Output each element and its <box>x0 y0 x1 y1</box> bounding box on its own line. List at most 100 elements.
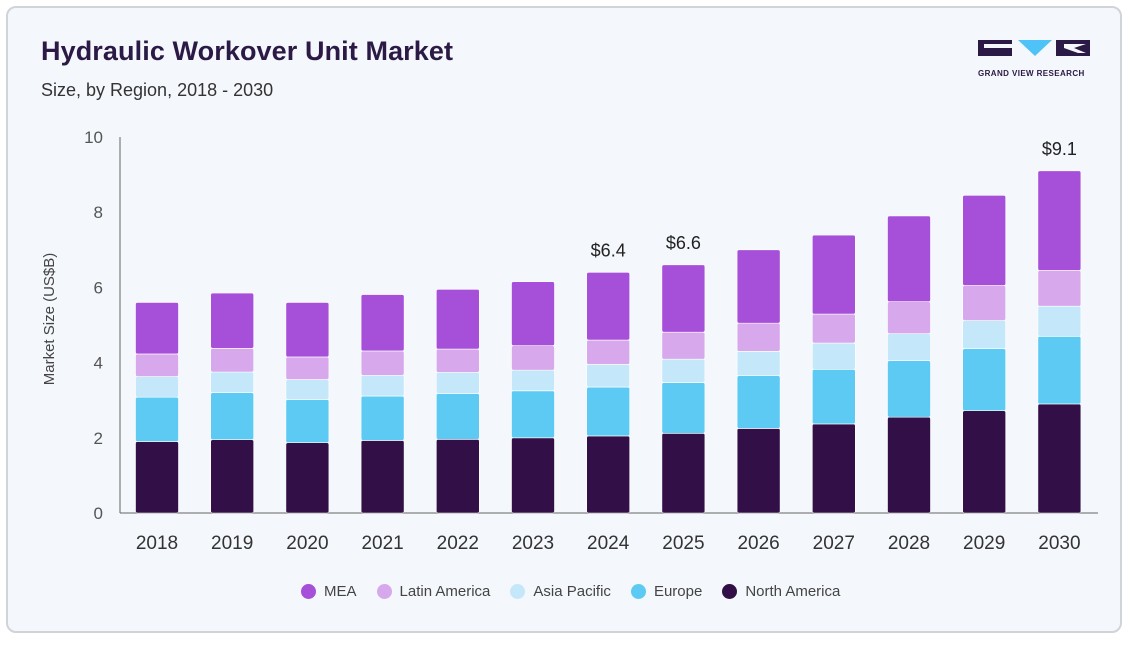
x-tick-label: 2025 <box>662 533 704 554</box>
bar-segment-europe <box>887 360 931 418</box>
bar-segment-asia-pacific <box>1037 305 1082 337</box>
bar-segment-latin-america <box>1037 270 1082 307</box>
chart-legend: MEA Latin America Asia Pacific Europe North … <box>301 580 860 602</box>
bar-segment-latin-america <box>210 348 254 373</box>
bar-segment-mea <box>1037 170 1082 271</box>
bar-segment-asia-pacific <box>511 369 555 392</box>
bar-segment-europe <box>1037 335 1082 405</box>
y-tick-label: 2 <box>94 429 103 448</box>
x-tick-label: 2024 <box>587 533 630 554</box>
bar-segment-asia-pacific <box>360 375 405 397</box>
bar-segment-mea <box>661 264 706 333</box>
bar-segment-mea <box>586 272 631 341</box>
bar-segment-latin-america <box>360 350 405 376</box>
bar-segment-latin-america <box>811 313 856 344</box>
bar-segment-europe <box>511 390 555 439</box>
logo-text: GRAND VIEW RESEARCH <box>978 69 1085 78</box>
bar-segment-latin-america <box>962 285 1007 321</box>
bar-segment-asia-pacific <box>887 333 931 362</box>
bar-segment-north-america <box>811 423 856 514</box>
legend-label: MEA <box>324 582 357 600</box>
bar-segment-asia-pacific <box>736 351 781 377</box>
x-tick-label: 2019 <box>211 533 253 554</box>
bar-segment-north-america <box>210 439 254 514</box>
bar-segment-mea <box>210 292 254 349</box>
x-tick-label: 2030 <box>1038 533 1080 554</box>
x-tick-label: 2020 <box>286 533 328 554</box>
x-tick-label: 2028 <box>888 533 930 554</box>
bar-segment-latin-america <box>511 345 555 371</box>
legend-item-asia-pacific: Asia Pacific <box>510 583 611 600</box>
legend-label: Europe <box>653 582 703 600</box>
bar-segment-asia-pacific <box>210 371 254 393</box>
bar-segment-north-america <box>962 410 1007 514</box>
x-tick-label: 2029 <box>963 533 1005 554</box>
bar-segment-latin-america <box>135 353 179 377</box>
bar-segment-asia-pacific <box>586 364 631 388</box>
bar-segment-asia-pacific <box>661 358 706 383</box>
x-tick-label: 2018 <box>136 533 178 554</box>
bar-segment-mea <box>135 302 179 355</box>
total-data-label: $9.1 <box>1042 139 1077 159</box>
bar-segment-mea <box>811 234 856 315</box>
bar-segment-latin-america <box>435 348 480 373</box>
legend-item-europe: Europe <box>630 582 703 600</box>
bar-segment-europe <box>210 392 254 440</box>
bar-segment-europe <box>435 393 480 440</box>
y-tick-label: 10 <box>84 128 103 147</box>
grand-view-research-logo: GRAND VIEW RESEARCH <box>978 38 1090 82</box>
legend-swatch <box>376 583 392 599</box>
bar-segment-north-america <box>511 437 555 514</box>
x-tick-label: 2026 <box>737 533 779 554</box>
bar-segment-north-america <box>135 441 179 514</box>
bar-segment-latin-america <box>736 322 781 352</box>
bar-segment-latin-america <box>285 356 330 380</box>
logo-mark-icon <box>978 40 1090 56</box>
total-data-label: $6.6 <box>666 233 701 253</box>
legend-item-latin-america: Latin America <box>376 583 490 600</box>
chart-title: Hydraulic Workover Unit Market <box>41 36 454 66</box>
bar-segment-latin-america <box>661 331 706 360</box>
legend-swatch <box>722 583 738 599</box>
bar-segment-mea <box>285 302 330 358</box>
bar-segment-europe <box>586 386 631 437</box>
bar-segment-north-america <box>736 428 781 514</box>
legend-swatch <box>510 583 526 599</box>
bar-segment-latin-america <box>586 339 631 365</box>
legend-label: North America <box>745 582 841 600</box>
total-data-label: $6.4 <box>591 240 626 260</box>
bar-segment-north-america <box>586 435 631 514</box>
bar-segment-europe <box>736 375 781 429</box>
bar-segment-latin-america <box>887 301 931 334</box>
bar-segment-mea <box>962 194 1007 286</box>
bar-segment-asia-pacific <box>285 379 330 400</box>
y-tick-label: 4 <box>94 354 103 373</box>
x-tick-label: 2023 <box>512 533 554 554</box>
bar-segment-north-america <box>285 442 330 514</box>
legend-swatch <box>630 583 646 599</box>
y-tick-label: 6 <box>94 278 103 297</box>
bar-segment-europe <box>285 399 330 443</box>
bar-segment-europe <box>962 348 1007 412</box>
bar-segment-north-america <box>661 432 706 514</box>
chart-card: Hydraulic Workover Unit Market Size, by … <box>6 6 1122 633</box>
bar-segment-asia-pacific <box>962 320 1007 349</box>
chart-subtitle: Size, by Region, 2018 - 2030 <box>41 80 274 100</box>
y-tick-label: 8 <box>94 203 103 222</box>
bar-segment-north-america <box>360 440 405 514</box>
bar-segment-mea <box>511 281 555 346</box>
bar-segment-asia-pacific <box>811 342 856 370</box>
legend-item-north-america: North America <box>722 583 840 600</box>
y-tick-label: 0 <box>94 504 103 523</box>
bar-segment-north-america <box>435 439 480 514</box>
y-axis-label: Market Size (US$B) <box>41 253 58 386</box>
bar-segment-europe <box>360 395 405 441</box>
x-tick-label: 2021 <box>361 533 403 554</box>
bar-segment-europe <box>135 396 179 442</box>
legend-swatch <box>301 583 316 599</box>
legend-item-mea: MEA <box>301 583 357 600</box>
bar-segment-north-america <box>1037 403 1082 514</box>
bar-segment-mea <box>736 249 781 324</box>
x-tick-label: 2027 <box>813 533 855 554</box>
legend-label: Asia Pacific <box>533 582 611 600</box>
